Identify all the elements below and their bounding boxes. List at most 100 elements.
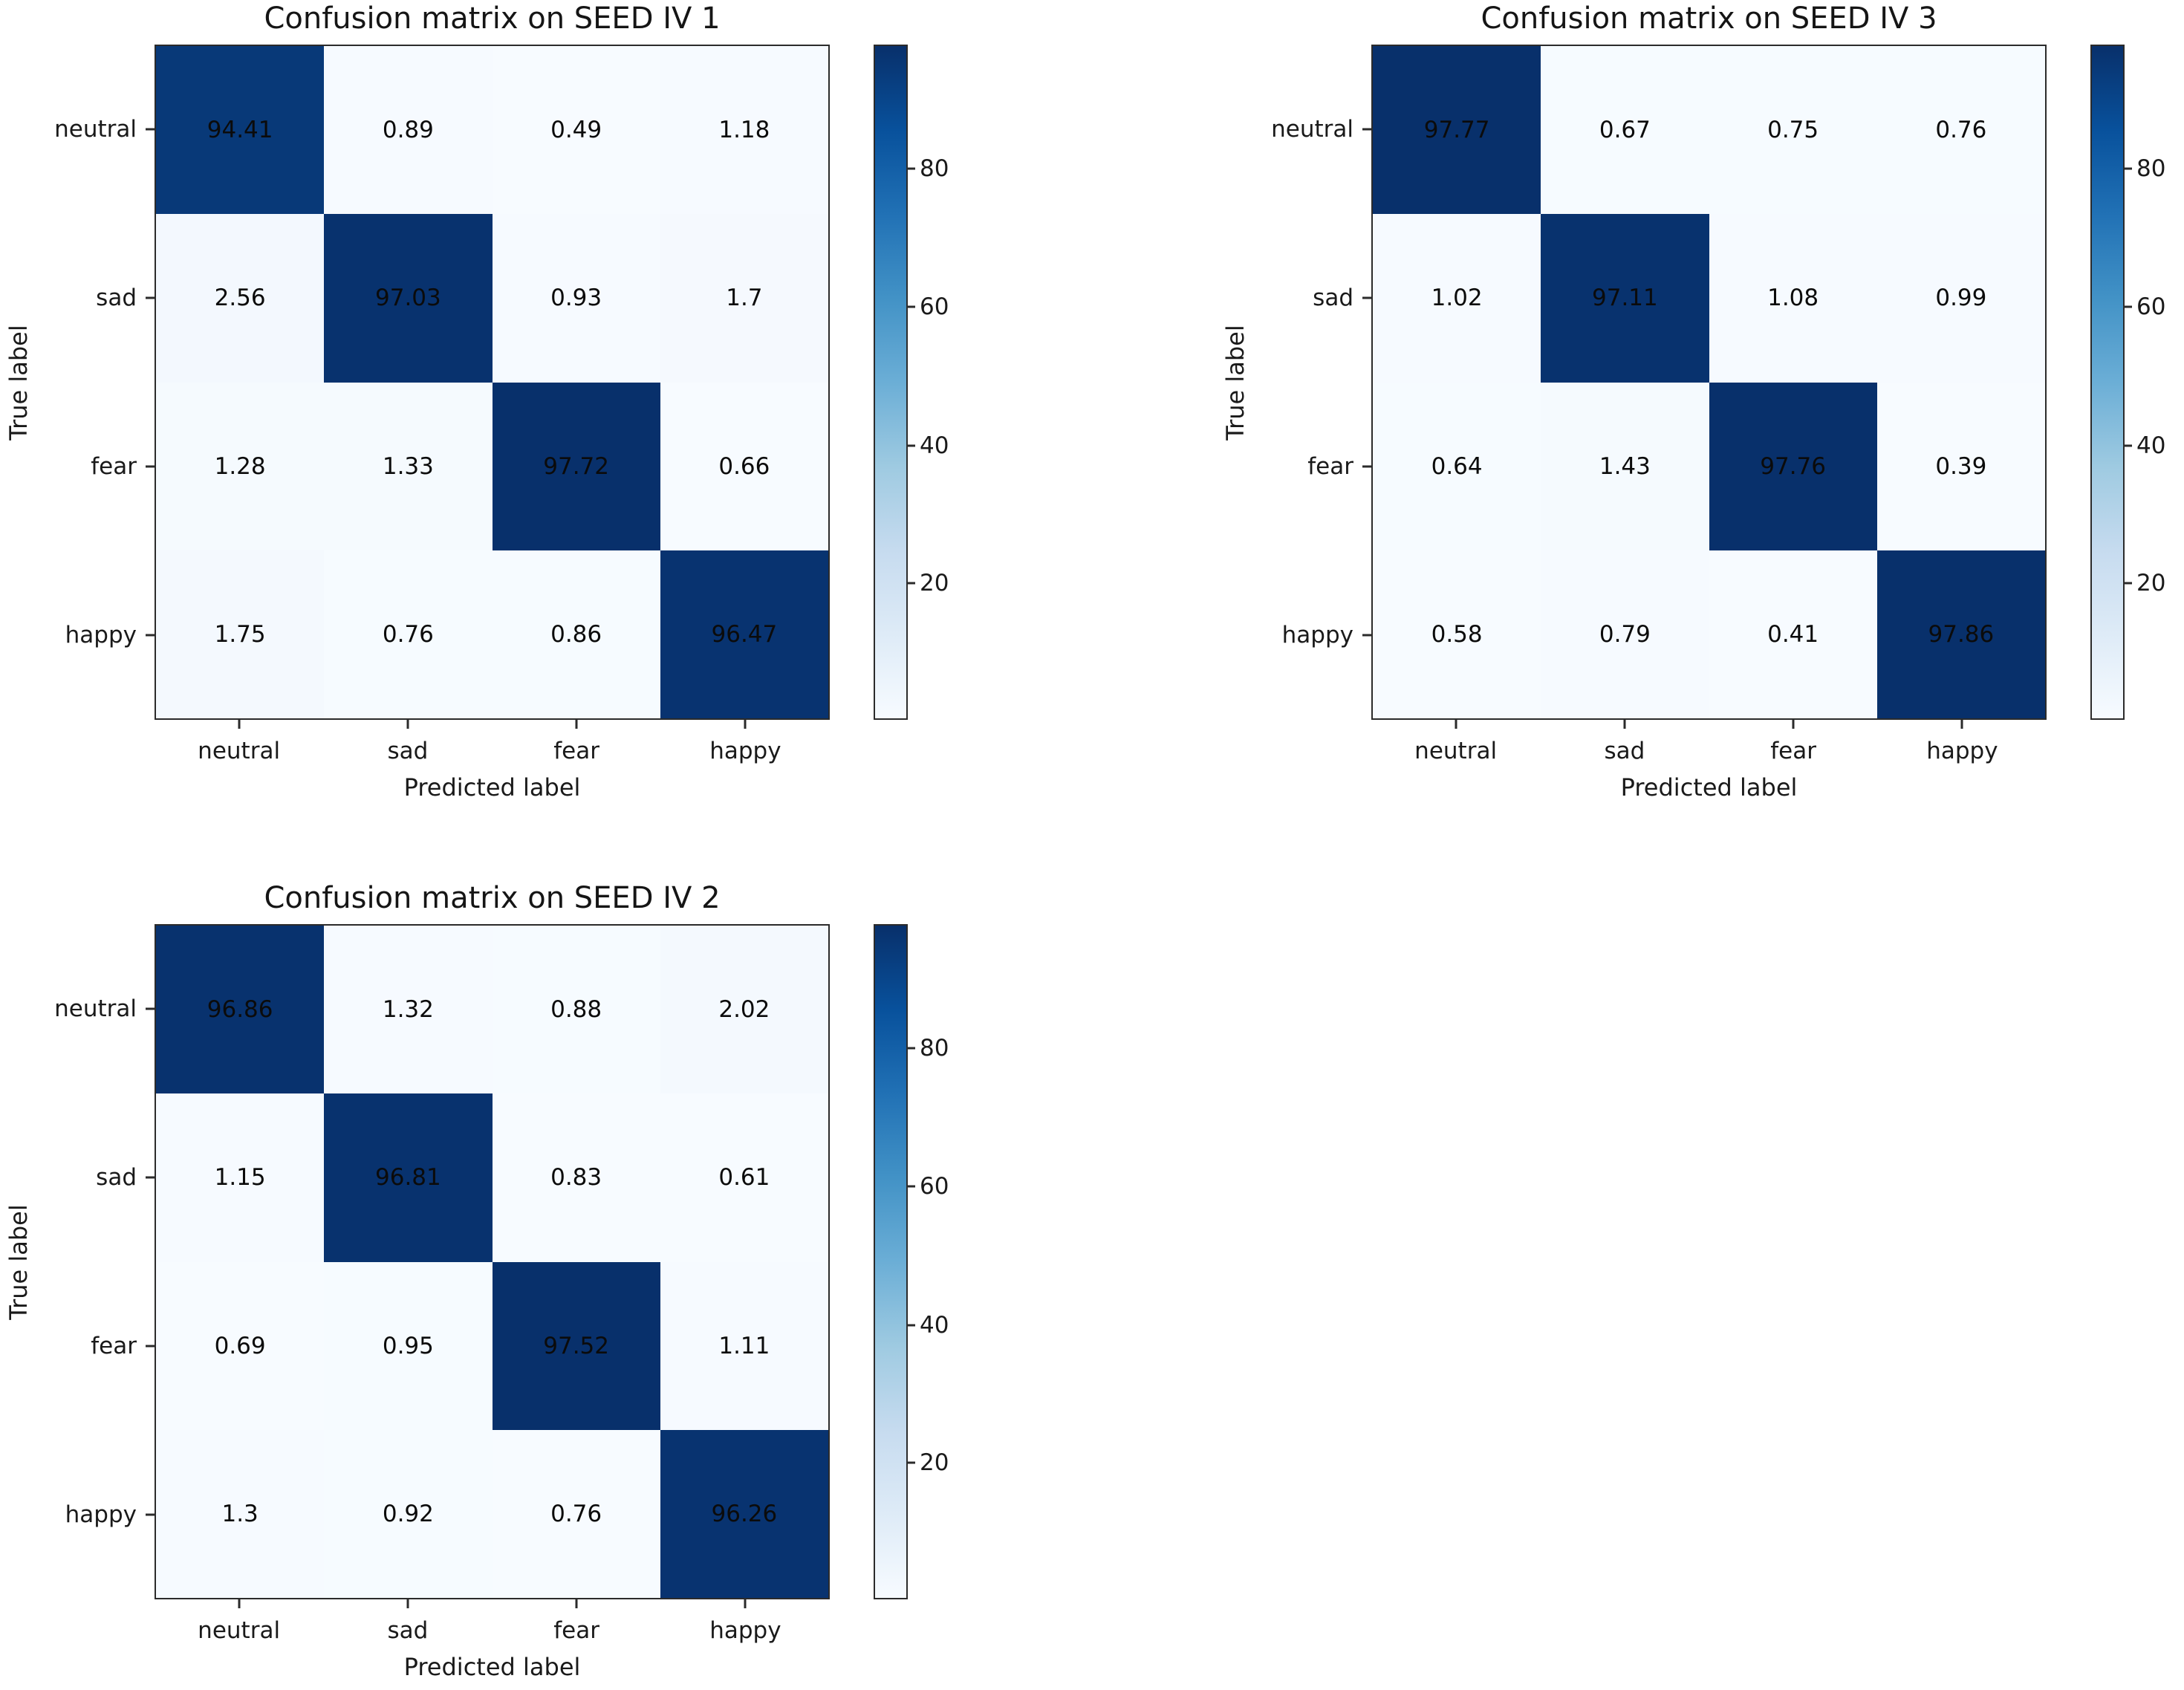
matrix-cell: 1.75 — [156, 550, 325, 718]
colorbar: 80 60 40 20 — [874, 924, 949, 1599]
y-axis-tick — [146, 1176, 155, 1179]
x-axis-tick — [1960, 720, 1963, 729]
x-tick-label: happy — [709, 1617, 781, 1644]
y-tick-label: happy — [1281, 622, 1353, 649]
y-axis-tick — [146, 128, 155, 131]
y-tick-label: sad — [96, 284, 137, 311]
x-axis-tick — [575, 720, 578, 729]
x-tick-label: neutral — [198, 1617, 281, 1644]
matrix-cell: 1.33 — [324, 382, 493, 550]
matrix-cell: 0.92 — [324, 1429, 493, 1598]
colorbar-tick-label: 60 — [920, 1173, 949, 1200]
matrix-cell: 97.77 — [1373, 46, 1541, 215]
x-tick-label: sad — [387, 1617, 429, 1644]
matrix-cell: 0.79 — [1541, 550, 1709, 718]
matrix-cell: 97.76 — [1709, 382, 1877, 550]
matrix-cell: 1.7 — [660, 214, 828, 383]
colorbar-tick-label: 20 — [920, 570, 949, 597]
colorbar-tick-label: 80 — [2136, 155, 2166, 182]
x-tick-label: fear — [1770, 738, 1816, 764]
colorbar-tick-label: 20 — [2136, 570, 2166, 597]
colorbar-tick — [906, 305, 915, 308]
x-axis-tick — [238, 720, 241, 729]
matrix-cell: 0.66 — [660, 382, 828, 550]
y-tick-label: fear — [91, 1333, 137, 1360]
x-axis-tick — [1792, 720, 1795, 729]
matrix-cell: 1.28 — [156, 382, 325, 550]
matrix-cell: 0.67 — [1541, 46, 1709, 215]
subplot-seed-iv-3: Confusion matrix on SEED IV 3 True label… — [1221, 1, 2165, 802]
y-axis-tick — [1362, 296, 1371, 299]
colorbar-tick — [2123, 305, 2132, 308]
matrix-cell: 0.76 — [492, 1429, 660, 1598]
y-axis-tick — [146, 296, 155, 299]
y-tick-label: neutral — [1271, 115, 1353, 143]
matrix-cell: 96.26 — [660, 1429, 828, 1598]
matrix-cell: 0.95 — [324, 1261, 493, 1430]
colorbar-tick-label: 40 — [920, 432, 949, 459]
matrix-cell: 97.72 — [492, 382, 660, 550]
x-axis-tick — [406, 1599, 409, 1608]
y-axis-tick — [1362, 465, 1371, 468]
y-axis-tick — [146, 634, 155, 637]
x-axis-tick — [744, 720, 747, 729]
y-tick-label: happy — [65, 1501, 137, 1529]
matrix-cell: 0.76 — [324, 550, 493, 718]
colorbar-tick — [906, 1185, 915, 1188]
x-axis-label: Predicted label — [403, 773, 581, 802]
matrix-cell: 2.02 — [660, 926, 828, 1094]
matrix-cell: 94.41 — [156, 46, 325, 215]
y-axis-tick — [146, 1007, 155, 1010]
chart-title: Confusion matrix on SEED IV 1 — [264, 1, 721, 36]
colorbar-tick-label: 40 — [920, 1311, 949, 1339]
colorbar-tick — [906, 167, 915, 170]
colorbar-tick-label: 60 — [920, 293, 949, 321]
y-axis-tick — [1362, 634, 1371, 637]
matrix-cell: 96.86 — [156, 926, 325, 1094]
x-axis-tick — [1623, 720, 1626, 729]
matrix-cell: 1.08 — [1709, 214, 1877, 383]
matrix-cell: 0.75 — [1709, 46, 1877, 215]
matrix-cell: 96.47 — [660, 550, 828, 718]
matrix-cell: 97.86 — [1876, 550, 2045, 718]
matrix-cell: 97.52 — [492, 1261, 660, 1430]
x-axis-tick — [406, 720, 409, 729]
y-tick-label: happy — [65, 622, 137, 649]
matrix-cell: 0.39 — [1876, 382, 2045, 550]
chart-title: Confusion matrix on SEED IV 3 — [1481, 1, 1937, 36]
matrix-cell: 2.56 — [156, 214, 325, 383]
x-tick-label: sad — [387, 738, 429, 764]
y-axis-tick — [146, 1513, 155, 1516]
x-tick-label: neutral — [1414, 738, 1498, 764]
matrix-cell: 0.58 — [1373, 550, 1541, 718]
matrix-cell: 0.89 — [324, 46, 493, 215]
colorbar-tick-label: 40 — [2136, 432, 2166, 459]
matrix-cell: 1.43 — [1541, 382, 1709, 550]
colorbar-tick-label: 60 — [2136, 293, 2166, 321]
subplot-seed-iv-2: Confusion matrix on SEED IV 2 True label… — [4, 881, 949, 1681]
heatmap-matrix: 96.86 1.32 0.88 2.02 1.15 96.81 0.83 0.6… — [155, 924, 830, 1599]
x-tick-label: sad — [1604, 738, 1645, 764]
heatmap-matrix: 97.77 0.67 0.75 0.76 1.02 97.11 1.08 0.9… — [1371, 45, 2047, 720]
y-tick-label: neutral — [54, 115, 137, 143]
x-tick-label: fear — [553, 738, 599, 764]
y-axis-tick — [146, 465, 155, 468]
matrix-cell: 0.69 — [156, 1261, 325, 1430]
y-axis-tick — [146, 1345, 155, 1348]
colorbar: 80 60 40 20 — [2090, 45, 2165, 720]
colorbar-tick — [2123, 167, 2132, 170]
colorbar-tick-label: 80 — [920, 155, 949, 182]
x-axis-tick — [744, 1599, 747, 1608]
heatmap-matrix: 94.41 0.89 0.49 1.18 2.56 97.03 0.93 1.7… — [155, 45, 830, 720]
colorbar-tick-label: 20 — [920, 1449, 949, 1477]
matrix-cell: 0.49 — [492, 46, 660, 215]
matrix-cell: 0.86 — [492, 550, 660, 718]
y-tick-label: fear — [1307, 453, 1353, 481]
matrix-cell: 0.64 — [1373, 382, 1541, 550]
colorbar-tick — [906, 1324, 915, 1327]
matrix-cell: 1.3 — [156, 1429, 325, 1598]
colorbar-tick — [906, 582, 915, 585]
matrix-cell: 1.11 — [660, 1261, 828, 1430]
y-tick-label: sad — [1313, 284, 1353, 311]
